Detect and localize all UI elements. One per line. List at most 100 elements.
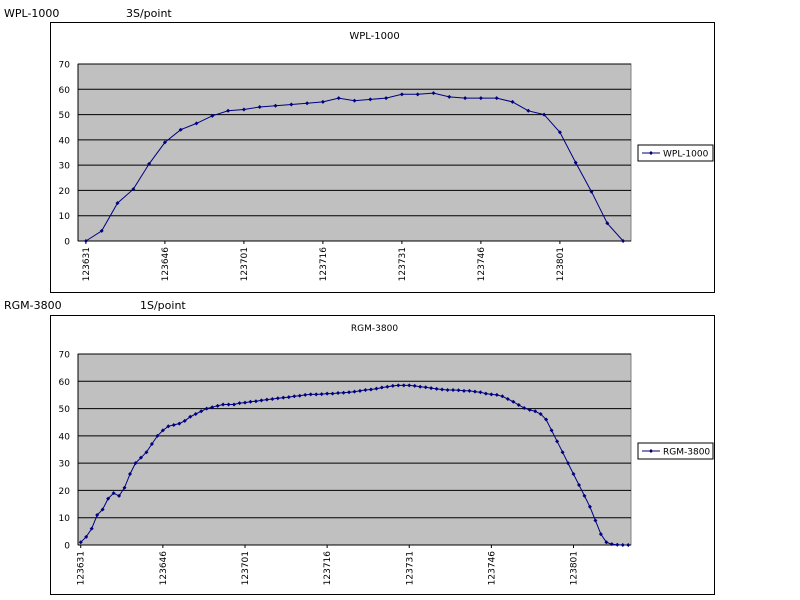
- y-tick-label: 70: [59, 351, 71, 361]
- data-point: [131, 187, 136, 192]
- data-point: [281, 395, 286, 400]
- data-point: [84, 534, 89, 539]
- data-point: [385, 384, 390, 389]
- data-point: [111, 491, 116, 496]
- data-point: [576, 482, 581, 487]
- y-tick-label: 30: [59, 460, 71, 470]
- data-point: [253, 399, 258, 404]
- y-tick-label: 40: [59, 432, 71, 442]
- data-point: [500, 394, 505, 399]
- data-point: [221, 402, 226, 407]
- y-tick-label: 50: [59, 111, 71, 121]
- data-point: [292, 394, 297, 399]
- data-point: [160, 428, 165, 433]
- data-point: [188, 414, 193, 419]
- data-point: [573, 160, 578, 165]
- data-point: [275, 396, 280, 401]
- data-point: [440, 387, 445, 392]
- data-point: [341, 390, 346, 395]
- legend-marker: [649, 449, 653, 453]
- x-tick-label: 123801: [570, 551, 580, 585]
- data-point: [555, 439, 560, 444]
- data-point: [407, 383, 412, 388]
- data-point: [560, 450, 565, 455]
- data-point: [472, 389, 477, 394]
- data-point: [620, 543, 625, 547]
- y-tick-label: 60: [59, 86, 71, 96]
- data-point: [399, 92, 404, 97]
- y-tick-label: 20: [59, 487, 71, 497]
- x-tick-label: 123701: [241, 551, 251, 585]
- data-point: [171, 422, 176, 427]
- data-point: [89, 526, 94, 531]
- data-point: [115, 201, 120, 206]
- data-point: [83, 239, 88, 243]
- data-point: [237, 401, 242, 406]
- chart2-area: RGM-3800 0 10 20 30 40 50 60 70 123631 123646 12370…: [50, 315, 715, 595]
- x-tick-label: 123746: [477, 247, 487, 282]
- x-tick-label: 123631: [82, 247, 92, 281]
- data-point: [522, 406, 527, 411]
- x-tick-label: 123701: [240, 247, 250, 281]
- data-point: [138, 455, 143, 460]
- data-point: [615, 542, 620, 547]
- data-point: [538, 412, 543, 417]
- data-point: [226, 402, 231, 407]
- data-point: [352, 98, 357, 103]
- data-point: [510, 99, 515, 104]
- data-point: [144, 450, 149, 455]
- data-point: [557, 130, 562, 135]
- data-point: [368, 97, 373, 102]
- data-point: [483, 391, 488, 396]
- x-tick-label: 123646: [159, 551, 169, 586]
- data-point: [544, 417, 549, 422]
- data-point: [182, 418, 187, 423]
- data-point: [325, 391, 330, 396]
- data-point: [259, 398, 264, 403]
- data-point: [542, 112, 547, 117]
- chart2-rate-caption: 1S/point: [140, 299, 186, 312]
- data-point: [352, 389, 357, 394]
- data-point: [549, 428, 554, 433]
- x-tick-label: 123731: [398, 247, 408, 281]
- data-point: [505, 397, 510, 402]
- data-point: [305, 101, 310, 106]
- data-point: [100, 507, 105, 512]
- data-point: [215, 403, 220, 408]
- data-point: [210, 113, 215, 118]
- data-point: [155, 433, 160, 438]
- data-point: [445, 388, 450, 393]
- data-point: [412, 383, 417, 388]
- data-point: [248, 399, 253, 404]
- data-point: [429, 386, 434, 391]
- x-tick-label: 123801: [556, 247, 566, 281]
- data-point: [106, 496, 111, 501]
- data-point: [609, 542, 614, 547]
- data-point: [242, 400, 247, 405]
- chart-title: WPL-1000: [349, 31, 399, 42]
- data-point: [363, 388, 368, 393]
- data-point: [478, 390, 483, 395]
- data-point: [303, 392, 308, 397]
- data-point: [605, 221, 610, 226]
- chart2-name-caption: RGM-3800: [4, 299, 62, 312]
- x-tick-label: 123646: [161, 247, 171, 282]
- data-point: [147, 161, 152, 166]
- legend-label: WPL-1000: [663, 150, 709, 160]
- data-point: [384, 96, 389, 101]
- data-point: [462, 388, 467, 393]
- data-point: [489, 392, 494, 397]
- data-point: [451, 388, 456, 393]
- data-point: [117, 493, 122, 498]
- data-point: [587, 504, 592, 509]
- y-tick-label: 10: [59, 212, 71, 222]
- plot-area: [77, 353, 632, 546]
- data-point: [401, 383, 406, 388]
- data-point: [415, 92, 420, 97]
- chart1-name-caption: WPL-1000: [4, 7, 60, 20]
- chart2-svg: RGM-3800 0 10 20 30 40 50 60 70 123631 123646 12370…: [59, 324, 714, 586]
- y-tick-label: 50: [59, 405, 71, 415]
- data-point: [226, 108, 231, 113]
- plot-area: [77, 63, 632, 242]
- data-point: [431, 91, 436, 96]
